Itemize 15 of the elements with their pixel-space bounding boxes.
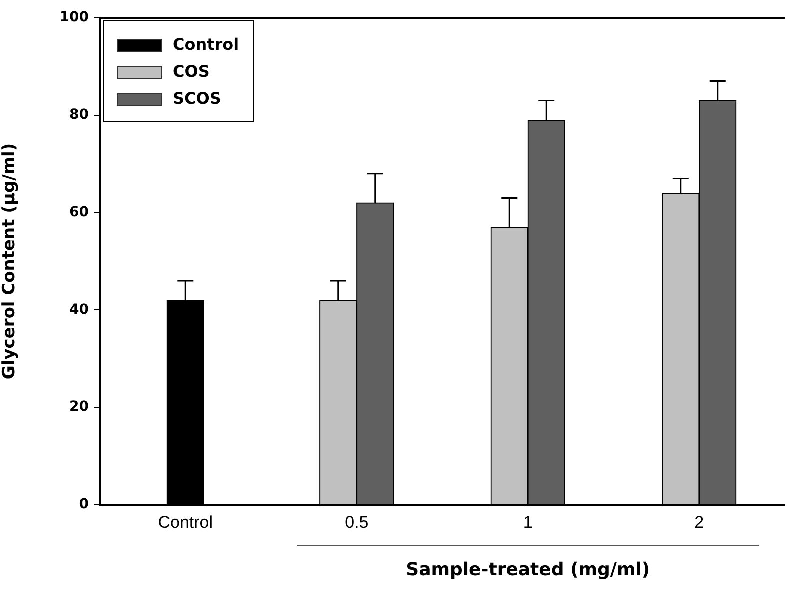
y-tick-label: 80 (70, 107, 90, 124)
y-tick-label: 100 (60, 10, 90, 26)
x-tick-label: 0.5 (345, 512, 369, 532)
x-tick-label: Control (158, 512, 214, 532)
legend-label: COS (173, 62, 210, 82)
y-tick-label: 60 (70, 204, 90, 220)
y-tick-label: 20 (70, 399, 90, 416)
legend-label: Control (173, 35, 240, 54)
x-tick-label: 1 (523, 512, 533, 532)
y-axis-title: Glycerol Content (μg/ml) (0, 143, 20, 380)
y-tick-label: 0 (79, 496, 90, 513)
x-axis-title: Sample-treated (mg/ml) (406, 560, 650, 581)
legend-label: SCOS (173, 89, 222, 108)
x-tick-label: 2 (694, 512, 704, 532)
y-tick-label: 40 (70, 302, 90, 318)
